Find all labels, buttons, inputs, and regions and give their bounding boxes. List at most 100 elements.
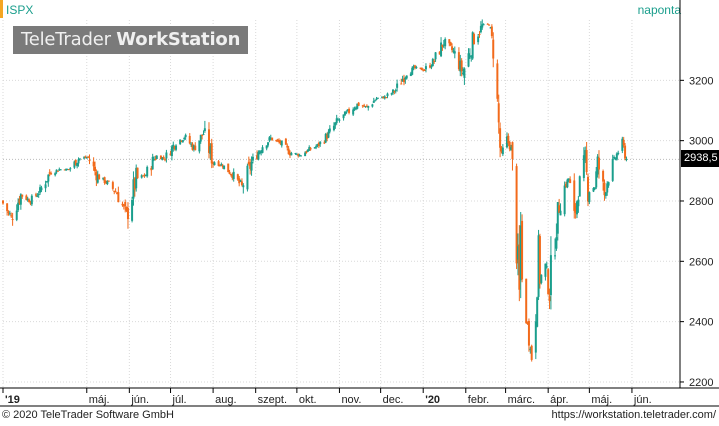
candle-down bbox=[142, 175, 145, 177]
candle-up bbox=[625, 159, 628, 161]
candle-down bbox=[478, 33, 481, 35]
candle-up bbox=[604, 192, 607, 196]
candle-up bbox=[172, 144, 175, 149]
candle-down bbox=[422, 69, 425, 71]
x-tick-label: ápr. bbox=[550, 394, 568, 406]
candle-down bbox=[111, 182, 114, 189]
candle-down bbox=[169, 153, 172, 156]
candle-down bbox=[573, 180, 576, 211]
candle-down bbox=[449, 42, 452, 46]
candle-down bbox=[499, 128, 502, 148]
candle-up bbox=[390, 93, 393, 95]
candle-up bbox=[459, 60, 462, 72]
candle-down bbox=[508, 142, 511, 150]
candle-down bbox=[87, 156, 90, 158]
candle-down bbox=[511, 142, 514, 160]
candle-up bbox=[621, 138, 624, 151]
candle-up bbox=[203, 128, 206, 132]
x-tick-label: júl. bbox=[172, 394, 187, 406]
candle-down bbox=[460, 60, 463, 72]
x-tick-label: febr. bbox=[468, 394, 489, 406]
candle-up bbox=[444, 39, 447, 47]
candle-up bbox=[280, 140, 283, 146]
candle-down bbox=[357, 102, 360, 106]
candle-down bbox=[212, 162, 215, 165]
candle-up bbox=[468, 55, 471, 57]
candle-up bbox=[30, 195, 33, 205]
candle-down bbox=[92, 161, 95, 167]
footer-url-link[interactable]: https://workstation.teletrader.com/ bbox=[551, 409, 716, 421]
candle-up bbox=[73, 161, 76, 168]
candle-down bbox=[67, 169, 70, 171]
candle-down bbox=[496, 63, 499, 99]
candle-up bbox=[356, 103, 359, 109]
candle-up bbox=[582, 155, 585, 178]
candle-down bbox=[297, 154, 300, 157]
candle-down bbox=[159, 155, 162, 160]
candle-up bbox=[45, 181, 48, 183]
x-tick-label: jún. bbox=[130, 394, 149, 406]
candles bbox=[2, 19, 628, 362]
candle-down bbox=[240, 181, 243, 186]
candle-up bbox=[184, 134, 187, 138]
candle-down bbox=[136, 167, 139, 179]
candle-down bbox=[305, 151, 308, 153]
candle-down bbox=[574, 206, 577, 213]
candle-down bbox=[117, 192, 120, 203]
candle-down bbox=[164, 159, 167, 161]
candle-up bbox=[19, 194, 22, 205]
candle-up bbox=[462, 72, 465, 74]
candle-down bbox=[548, 296, 551, 302]
candle-up bbox=[381, 96, 384, 98]
candle-down bbox=[74, 159, 77, 166]
candle-up bbox=[559, 210, 562, 216]
candle-down bbox=[229, 174, 232, 176]
candle-up bbox=[69, 168, 72, 170]
candle-down bbox=[585, 150, 588, 173]
candle-down bbox=[207, 129, 210, 153]
candle-down bbox=[218, 164, 221, 166]
candle-up bbox=[306, 149, 309, 152]
candle-down bbox=[565, 183, 568, 187]
candle-down bbox=[451, 46, 454, 51]
candle-up bbox=[44, 184, 47, 189]
candle-down bbox=[6, 203, 9, 212]
candle-up bbox=[411, 67, 414, 75]
active-chart-marker bbox=[0, 0, 3, 18]
candle-down bbox=[419, 67, 422, 69]
candle-down bbox=[526, 322, 529, 325]
candle-down bbox=[88, 160, 91, 162]
candle-up bbox=[155, 155, 158, 159]
candle-down bbox=[11, 219, 14, 221]
candle-up bbox=[295, 153, 298, 155]
candle-up bbox=[482, 24, 485, 26]
candle-up bbox=[332, 125, 335, 131]
symbol-label[interactable]: ISPX bbox=[6, 3, 34, 17]
y-tick-label: 2400 bbox=[689, 317, 713, 329]
candle-up bbox=[55, 169, 58, 173]
candle-up bbox=[8, 213, 11, 215]
candle-down bbox=[518, 244, 521, 290]
candle-up bbox=[537, 235, 540, 297]
teletrader-logo: TeleTrader WorkStation bbox=[13, 26, 249, 54]
candle-down bbox=[317, 142, 320, 147]
candle-up bbox=[220, 164, 223, 166]
candle-up bbox=[595, 171, 598, 188]
candle-down bbox=[7, 211, 10, 213]
candle-up bbox=[59, 169, 62, 171]
candle-down bbox=[256, 155, 259, 160]
candle-down bbox=[228, 171, 231, 174]
candle-up bbox=[170, 146, 173, 157]
candle-up bbox=[343, 111, 346, 116]
x-tick-label: szept. bbox=[258, 394, 287, 406]
period-label[interactable]: naponta bbox=[637, 3, 681, 17]
candle-up bbox=[304, 152, 307, 157]
candle-down bbox=[413, 65, 416, 69]
candle-up bbox=[563, 185, 566, 215]
candle-down bbox=[507, 135, 510, 144]
candle-up bbox=[36, 195, 39, 197]
x-axis-ticks: '19 máj. jún. júl. aug. szept. okt. nov. dec. '20… bbox=[2, 388, 652, 406]
candle-up bbox=[338, 119, 341, 121]
